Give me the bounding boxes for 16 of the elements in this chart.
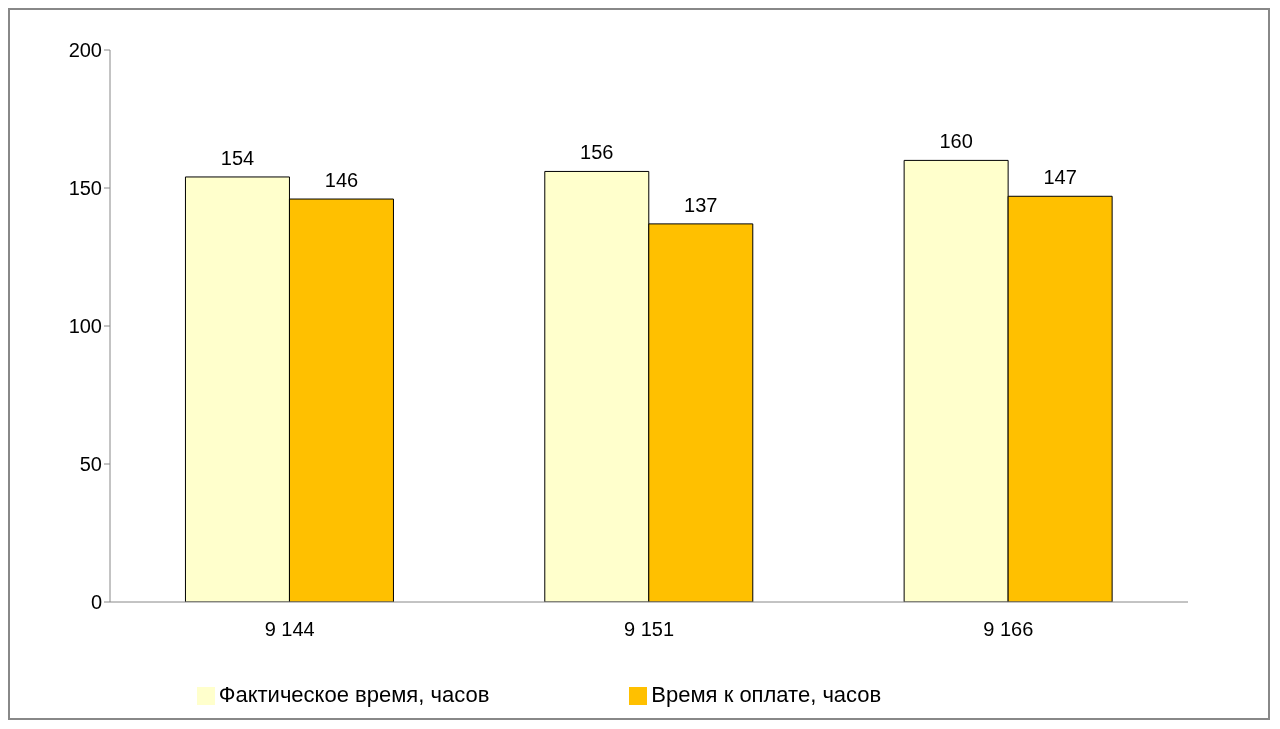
legend-label: Время к оплате, часов — [651, 682, 882, 707]
data-label: 156 — [580, 141, 614, 164]
data-label: 137 — [684, 193, 718, 216]
x-tick-label: 9 166 — [983, 618, 1034, 641]
x-tick-label: 9 151 — [623, 618, 675, 641]
legend-label: Фактическое время, часов — [218, 682, 490, 707]
data-label: 154 — [220, 146, 255, 169]
data-label: 146 — [324, 169, 359, 192]
y-tick-label: 0 — [90, 591, 102, 614]
x-tick-label: 9 144 — [264, 618, 315, 641]
y-tick-label: 150 — [68, 177, 102, 200]
y-tick-label: 200 — [68, 39, 102, 62]
y-tick-label: 50 — [79, 453, 102, 476]
y-tick-label: 100 — [68, 315, 102, 338]
data-label: 147 — [1043, 166, 1077, 189]
data-label: 160 — [939, 130, 973, 153]
